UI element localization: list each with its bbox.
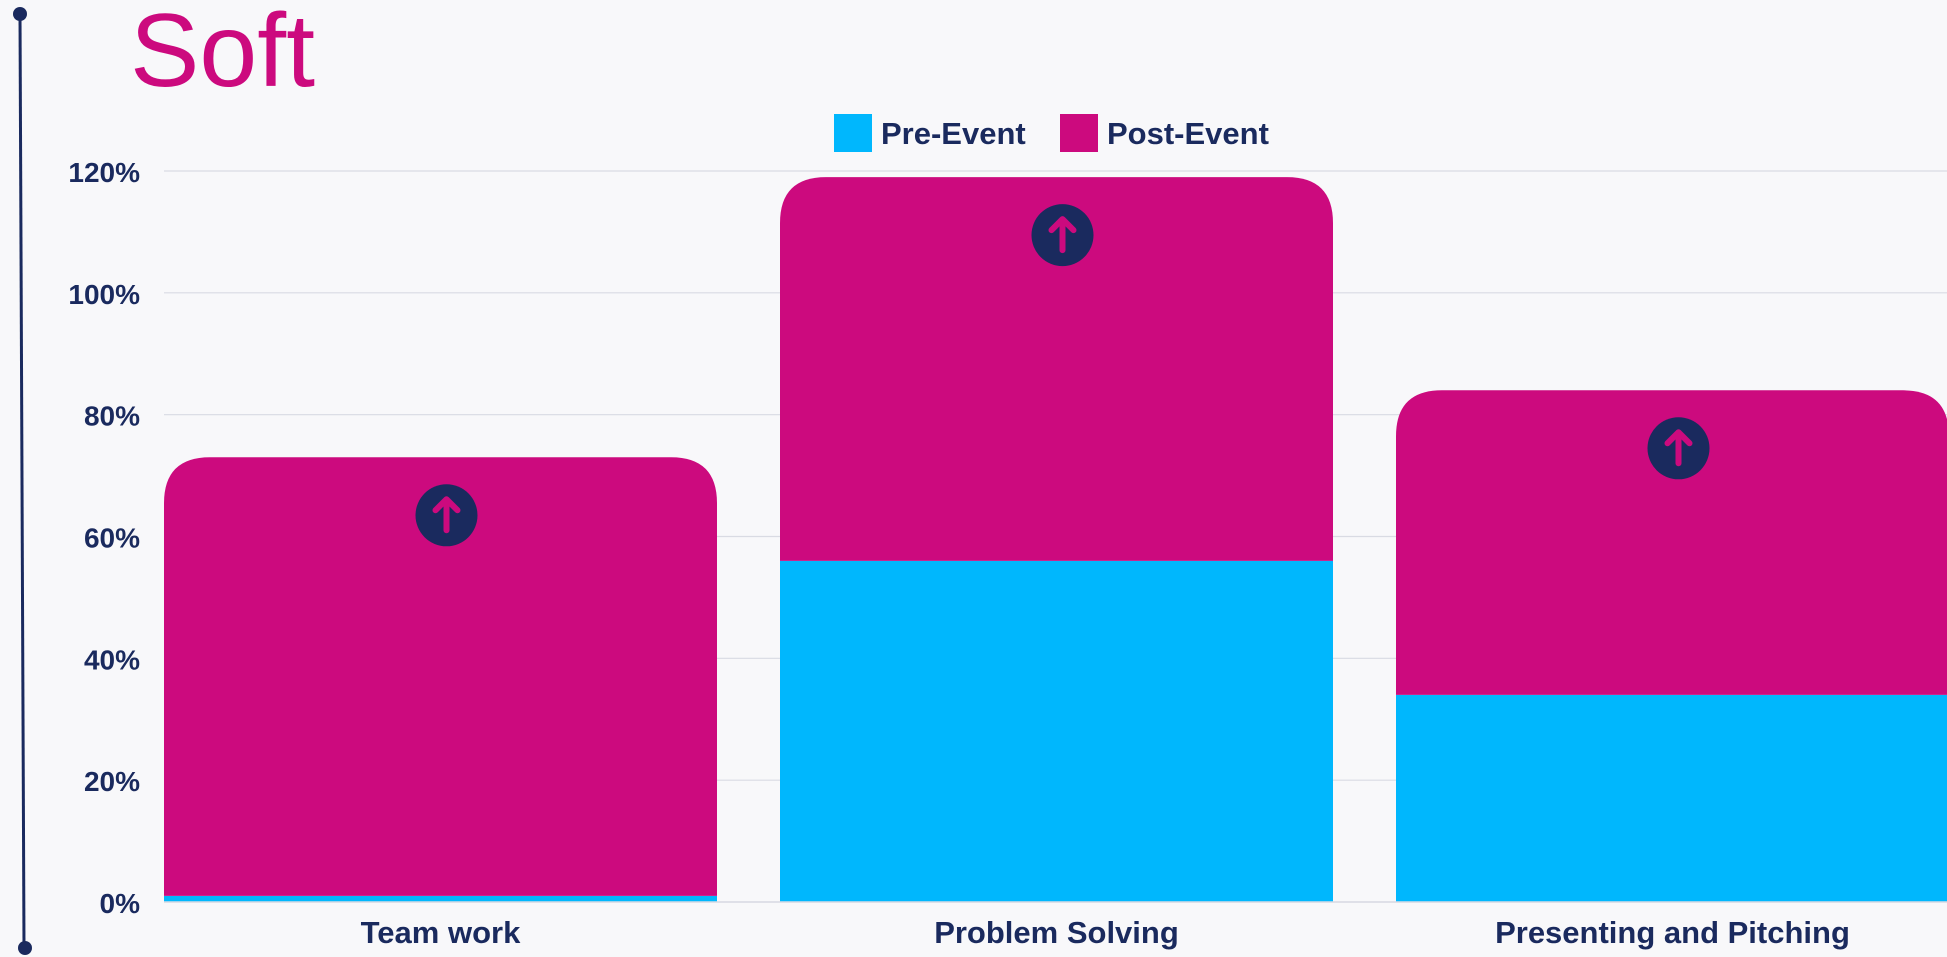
rail-dot-bottom [18, 941, 32, 955]
legend: Pre-Event Post-Event [834, 114, 1269, 152]
legend-item: Pre-Event [834, 114, 1026, 152]
legend-label: Post-Event [1107, 116, 1269, 151]
x-category-label: Team work [361, 915, 521, 950]
legend-swatch [1060, 114, 1098, 152]
bar-pre-event [1396, 694, 1947, 902]
y-tick-label: 0% [100, 888, 141, 919]
bar-pre-event [164, 895, 717, 902]
arrow-up-circle-icon [415, 484, 478, 547]
bar-group [164, 457, 717, 902]
arrow-head [432, 496, 461, 514]
timeline-rail [13, 7, 32, 955]
y-tick-label: 20% [84, 766, 140, 797]
rail-dot-top [13, 7, 27, 21]
arrow-head [1048, 216, 1077, 234]
page-title: Soft [130, 0, 315, 109]
y-tick-label: 80% [84, 401, 140, 432]
y-tick-label: 100% [68, 279, 140, 310]
y-tick-label: 40% [84, 644, 140, 675]
arrow-up-circle-icon [1031, 204, 1094, 267]
bar-group [780, 177, 1333, 902]
legend-label: Pre-Event [881, 116, 1026, 151]
arrow-head [1664, 429, 1693, 447]
bar-pre-event [780, 560, 1333, 902]
legend-swatch [834, 114, 872, 152]
x-category-label: Presenting and Pitching [1495, 915, 1850, 950]
arrow-up-circle-icon [1647, 417, 1710, 480]
bar-post-event [164, 457, 717, 896]
y-tick-label: 60% [84, 523, 140, 554]
x-category-label: Problem Solving [934, 915, 1179, 950]
legend-item: Post-Event [1060, 114, 1269, 152]
rail-line [18, 13, 26, 949]
bar-post-event [1396, 390, 1947, 695]
bar-post-event [780, 177, 1333, 561]
y-tick-label: 120% [68, 157, 140, 188]
bar-group [1396, 390, 1947, 902]
